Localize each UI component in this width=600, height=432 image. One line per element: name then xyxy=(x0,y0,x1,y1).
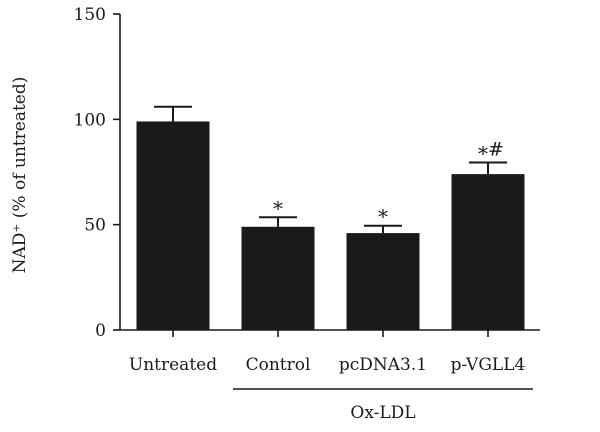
y-tick-label: 0 xyxy=(95,321,106,341)
bar xyxy=(136,121,210,330)
y-tick-label: 100 xyxy=(74,110,106,130)
annotations-group: * ** # xyxy=(273,139,504,229)
y-axis: 0 50 100 150 xyxy=(74,5,121,341)
x-tick-label: p-VGLL4 xyxy=(451,355,526,375)
bars-group xyxy=(136,105,525,330)
bar xyxy=(451,174,525,330)
significance-star: * xyxy=(378,205,388,229)
x-axis: Untreated Control pcDNA3.1 p-VGLL4 xyxy=(120,329,540,375)
x-tick-label: Untreated xyxy=(129,355,217,375)
group-bracket: Ox-LDL xyxy=(233,388,533,423)
significance-star: * xyxy=(478,142,488,166)
y-tick-label: 150 xyxy=(74,5,106,25)
significance-star: * xyxy=(273,196,283,220)
y-axis-title: NAD⁺ (% of untreated) xyxy=(10,77,30,274)
x-tick-label: pcDNA3.1 xyxy=(339,355,427,375)
bar xyxy=(346,233,420,330)
y-tick-label: 50 xyxy=(84,216,106,236)
significance-hash: # xyxy=(488,139,504,161)
x-tick-label: Control xyxy=(246,355,311,375)
bar xyxy=(241,226,315,330)
group-label: Ox-LDL xyxy=(350,403,415,423)
